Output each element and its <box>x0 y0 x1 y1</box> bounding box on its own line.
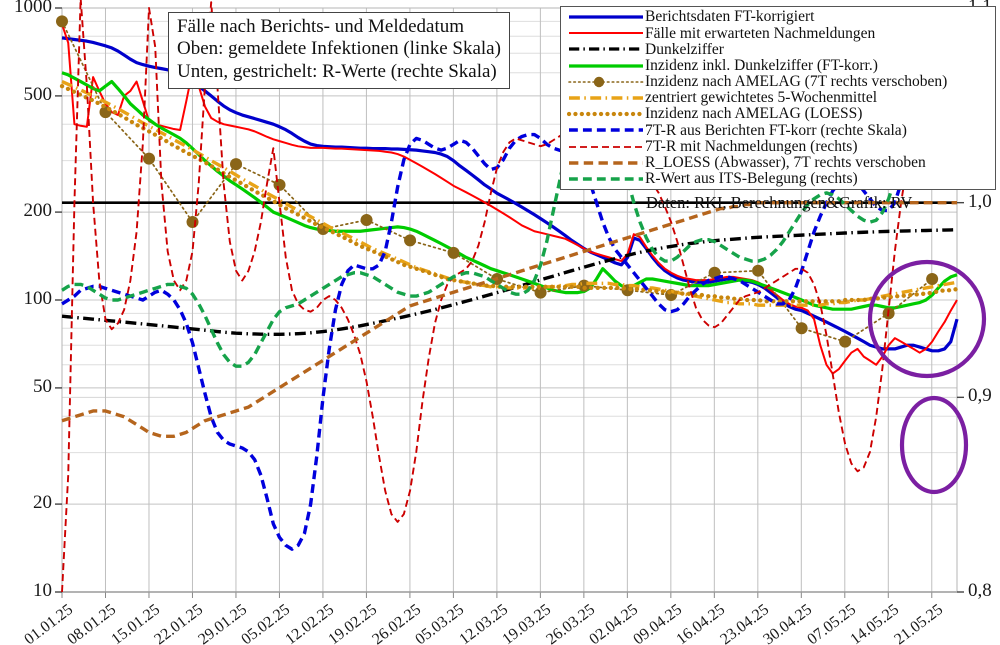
y-tick-left-20: 20 <box>33 492 52 514</box>
legend-label-7: 7T-R aus Berichten FT-korr (rechte Skala… <box>645 121 907 139</box>
legend-swatch-10 <box>567 172 645 186</box>
title-line-1: Fälle nach Berichts- und Meldedatum <box>177 16 465 37</box>
legend-label-4: Inzidenz nach AMELAG (7T rechts verschob… <box>645 73 948 91</box>
chart-legend: Berichtsdaten FT-korrigiert Fälle mit erw… <box>560 6 996 191</box>
legend-swatch-3 <box>567 59 645 73</box>
y-tick-left-50: 50 <box>33 375 52 397</box>
legend-item-7[interactable]: 7T-R aus Berichten FT-korr (rechte Skala… <box>561 122 995 138</box>
legend-item-5[interactable]: zentriert gewichtetes 5-Wochenmittel <box>561 90 995 106</box>
legend-label-3: Inzidenz inkl. Dunkelziffer (FT-korr.) <box>645 56 878 74</box>
title-line-3: Unten, gestrichelt: R-Werte (rechte Skal… <box>177 60 497 82</box>
legend-item-9[interactable]: R_LOESS (Abwasser), 7T rechts verschoben <box>561 155 995 171</box>
annotation-layer <box>867 259 987 495</box>
legend-item-4[interactable]: Inzidenz nach AMELAG (7T rechts verschob… <box>561 74 995 90</box>
legend-label-1: Fälle mit erwarteten Nachmeldungen <box>645 24 876 42</box>
legend-item-2[interactable]: Dunkelziffer <box>561 41 995 57</box>
legend-label-6: Inzidenz nach AMELAG (LOESS) <box>645 105 863 123</box>
legend-label-2: Dunkelziffer <box>645 40 724 58</box>
title-line-2: Oben: gemeldete Infektionen (linke Skala… <box>177 38 501 60</box>
legend-swatch-8 <box>567 140 645 154</box>
legend-swatch-7 <box>567 123 645 137</box>
legend-swatch-1 <box>567 26 645 40</box>
legend-swatch-5 <box>567 91 645 105</box>
legend-item-8[interactable]: 7T-R mit Nachmeldungen (rechts) <box>561 139 995 155</box>
series-layer <box>56 0 960 593</box>
chart-title-box: Fälle nach Berichts- und Meldedatum Oben… <box>168 12 510 90</box>
legend-label-9: R_LOESS (Abwasser), 7T rechts verschoben <box>645 154 926 172</box>
legend-label-5: zentriert gewichtetes 5-Wochenmittel <box>645 89 878 107</box>
legend-label-0: Berichtsdaten FT-korrigiert <box>645 8 815 26</box>
y-tick-right-1: 1,0 <box>968 190 992 212</box>
y-tick-left-100: 100 <box>23 288 53 309</box>
legend-label-8: 7T-R mit Nachmeldungen (rechts) <box>645 137 858 155</box>
legend-swatch-0 <box>567 10 645 24</box>
legend-swatch-6 <box>566 107 646 121</box>
legend-item-3[interactable]: Inzidenz inkl. Dunkelziffer (FT-korr.) <box>561 58 995 74</box>
legend-swatch-4 <box>567 75 645 89</box>
legend-swatch-9 <box>567 156 645 170</box>
legend-item-1[interactable]: Fälle mit erwarteten Nachmeldungen <box>561 25 995 41</box>
y-tick-right-3: 0,8 <box>968 580 992 601</box>
y-tick-left-1000: 1000 <box>14 0 52 17</box>
legend-swatch-2 <box>567 42 645 56</box>
legend-item-0[interactable]: Berichtsdaten FT-korrigiert <box>561 9 995 25</box>
credit-note: Daten: RKI, Berechnungen&Grafik: RV <box>646 193 913 212</box>
legend-item-6[interactable]: Inzidenz nach AMELAG (LOESS) <box>561 106 995 122</box>
legend-item-10[interactable]: R-Wert aus ITS-Belegung (rechts) <box>561 171 995 187</box>
y-tick-left-500: 500 <box>23 83 53 105</box>
y-tick-right-2: 0,9 <box>968 385 992 407</box>
legend-label-10: R-Wert aus ITS-Belegung (rechts) <box>645 170 858 188</box>
y-tick-left-200: 200 <box>23 200 53 222</box>
y-tick-left-10: 10 <box>33 580 52 601</box>
